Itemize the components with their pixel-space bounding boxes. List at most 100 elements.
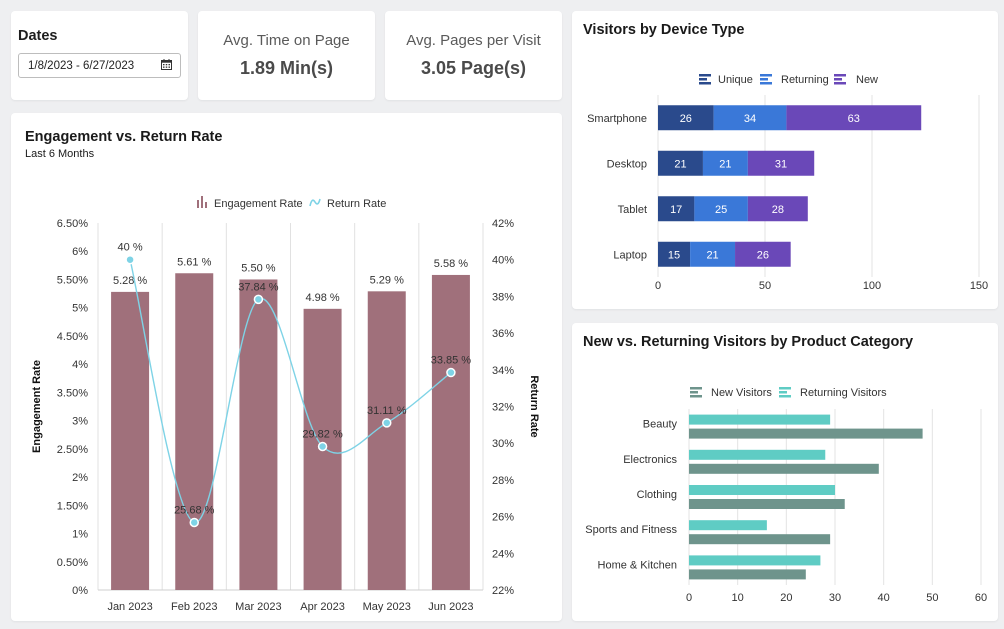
category-title: New vs. Returning Visitors by Product Ca…	[583, 334, 914, 350]
legend-bar-icon	[197, 196, 207, 208]
kpi-title: Avg. Time on Page	[223, 32, 350, 49]
x-tick-label: May 2023	[363, 601, 411, 613]
return-rate-point	[125, 254, 135, 265]
device-bar-segment	[747, 150, 815, 176]
legend-icon-part	[690, 395, 702, 398]
x-tick-label: Mar 2023	[235, 601, 281, 613]
x-tick-label: Apr 2023	[300, 601, 345, 613]
y-tick-label: 1.50%	[57, 500, 88, 512]
legend-label: Unique	[718, 74, 753, 86]
engagement-bar	[175, 273, 214, 590]
y-tick-label: 6%	[72, 246, 88, 258]
return-rate-point	[446, 367, 456, 378]
device-bar-segment	[786, 105, 922, 131]
y2-tick-label: 38%	[492, 291, 514, 303]
bar-value-label: 5.50 %	[241, 262, 275, 274]
date-range-value: 1/8/2023 - 6/27/2023	[28, 60, 135, 72]
segment-value-label: 21	[706, 249, 718, 261]
bar-value-label: 4.98 %	[305, 292, 339, 304]
y-tick-label: 2%	[72, 472, 88, 484]
y2-tick-label: 28%	[492, 475, 514, 487]
device-bar-segment	[694, 196, 748, 222]
return-rate-point	[382, 418, 392, 428]
engagement-bar	[431, 274, 470, 590]
legend-bar-icon-part	[205, 202, 207, 208]
x-tick-label: 0	[686, 592, 692, 604]
device-bar-segment	[702, 150, 748, 176]
x-tick-label: Jan 2023	[107, 601, 152, 613]
kpi-value: 3.05 Page(s)	[420, 58, 527, 78]
legend-line-icon	[309, 198, 321, 207]
x-tick-label: Jun 2023	[428, 601, 473, 613]
return-rate-point	[189, 517, 199, 528]
legend-bars-icon	[760, 74, 772, 85]
device-bar-segment	[658, 196, 695, 222]
device-bar-segment	[658, 241, 691, 267]
date-range-input[interactable]: 1/8/2023 - 6/27/2023	[18, 53, 181, 78]
return-rate-point	[317, 441, 328, 452]
legend-icon-part	[760, 74, 772, 77]
return-rate-point	[253, 294, 264, 305]
device-bar-segment	[658, 105, 714, 131]
legend-icon-part	[779, 395, 791, 398]
return-rate-label: 31.11 %	[367, 405, 407, 417]
legend-bar-icon-part	[197, 200, 199, 208]
legend-label: New Visitors	[711, 387, 772, 399]
segment-value-label: 26	[680, 113, 692, 125]
y-axis-title: Engagement Rate	[31, 360, 43, 453]
y-tick-label: Beauty	[643, 419, 678, 431]
y-tick-label: Home & Kitchen	[598, 559, 677, 571]
legend-bar-icon-part	[201, 196, 203, 208]
y-tick-label: 2.50%	[57, 444, 88, 456]
y2-tick-label: 34%	[492, 365, 514, 377]
legend-icon-part	[760, 82, 772, 85]
return-rate-label: 29.82 %	[302, 429, 343, 441]
legend-icon-part	[690, 387, 702, 390]
device-bar-segment	[735, 241, 791, 267]
legend-icon-part	[779, 387, 791, 390]
legend-icon-part	[699, 74, 711, 77]
chart-legend: Engagement Rate Return Rate	[197, 196, 386, 210]
legend-icon-part	[779, 391, 787, 394]
return-rate-label: 37.84 %	[238, 281, 279, 293]
y-tick-label: 0.50%	[57, 557, 88, 569]
kpi-card-pages-per-visit: Avg. Pages per Visit 3.05 Page(s)	[385, 11, 562, 100]
segment-value-label: 21	[719, 158, 731, 170]
y-tick-label: Desktop	[607, 158, 647, 170]
y-tick-label: 5%	[72, 303, 88, 315]
y-tick-label: Tablet	[618, 204, 647, 216]
category-chart: New Visitors Returning Visitors 0 10 20 30 40 5…	[585, 387, 987, 604]
engagement-chart: Engagement Rate Return Rate 0% 0.50% 1% 1.50%…	[31, 196, 540, 613]
legend-bars-icon	[690, 387, 702, 398]
new-visitors-bar	[689, 534, 831, 545]
returning-visitors-bar	[689, 520, 767, 531]
segment-value-label: 25	[715, 204, 727, 216]
y2-tick-label: 30%	[492, 438, 514, 450]
legend-bars-icon	[699, 74, 711, 85]
device-title: Visitors by Device Type	[583, 22, 745, 38]
engagement-bar	[239, 279, 278, 590]
x-tick-label: 30	[829, 592, 841, 604]
y-tick-label: Smartphone	[587, 113, 647, 125]
bar-value-label: 5.28 %	[113, 275, 147, 287]
segment-value-label: 31	[775, 158, 787, 170]
return-rate-label: 40 %	[118, 242, 143, 254]
y-tick-label: Electronics	[623, 454, 677, 466]
returning-visitors-bar	[689, 555, 821, 566]
bar-value-label: 5.61 %	[177, 256, 211, 268]
y-tick-label: 3%	[72, 416, 88, 428]
chart-legend: Unique Returning New	[699, 74, 878, 86]
y-tick-label: 1%	[72, 529, 88, 541]
x-tick-label: 50	[759, 280, 771, 292]
y2-tick-label: 26%	[492, 512, 514, 524]
calendar-icon[interactable]	[161, 59, 172, 70]
y2-tick-label: 40%	[492, 255, 514, 267]
x-tick-label: 20	[780, 592, 792, 604]
y2-tick-label: 22%	[492, 585, 514, 597]
legend-icon-part	[834, 78, 842, 81]
y-tick-label: 4.50%	[57, 331, 88, 343]
kpi-card-time-on-page: Avg. Time on Page 1.89 Min(s)	[198, 11, 375, 100]
legend-label: Returning Visitors	[800, 387, 887, 399]
x-tick-label: 10	[732, 592, 744, 604]
segment-value-label: 17	[670, 204, 682, 216]
